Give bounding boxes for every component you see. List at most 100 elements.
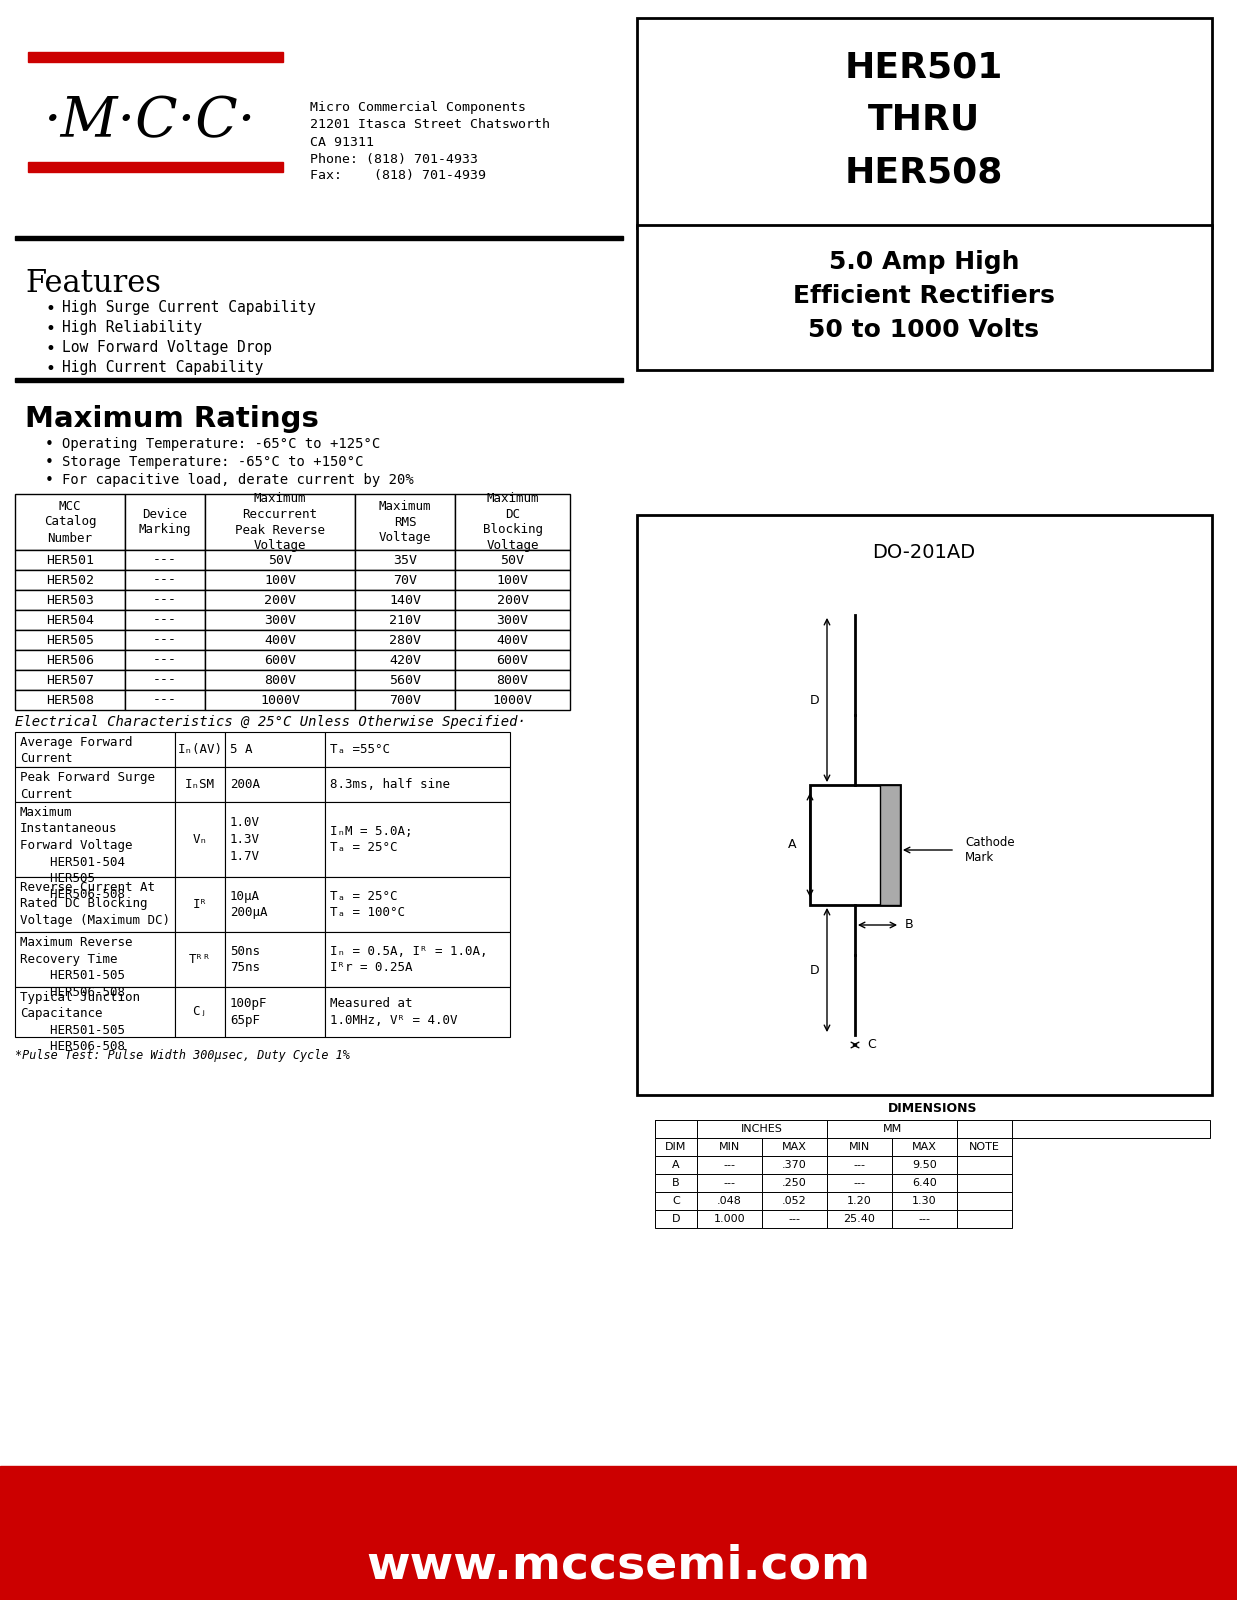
Text: High Surge Current Capability: High Surge Current Capability (62, 301, 315, 315)
Bar (355, 550, 455, 570)
Bar (957, 1192, 1012, 1210)
Text: CA 91311: CA 91311 (310, 136, 374, 149)
Bar (455, 630, 570, 650)
Bar (125, 650, 205, 670)
Text: 400V: 400V (263, 634, 296, 646)
Bar (0, 1533, 1237, 1600)
Text: For capacitive load, derate current by 20%: For capacitive load, derate current by 2… (62, 474, 413, 486)
Text: 100V: 100V (263, 573, 296, 587)
Bar (696, 1120, 828, 1138)
Text: 21201 Itasca Street Chatsworth: 21201 Itasca Street Chatsworth (310, 118, 550, 131)
Text: 35V: 35V (393, 554, 417, 566)
Text: 6.40: 6.40 (912, 1178, 936, 1187)
Text: 5 A: 5 A (230, 742, 252, 757)
Bar (174, 733, 225, 766)
Bar (125, 570, 205, 590)
Bar (892, 1174, 957, 1192)
Text: 50V: 50V (268, 554, 292, 566)
Text: High Current Capability: High Current Capability (62, 360, 263, 374)
Bar (656, 1120, 696, 1138)
Text: MIN: MIN (719, 1142, 740, 1152)
Text: •: • (45, 474, 54, 488)
Bar (15, 235, 623, 240)
Text: HER501: HER501 (46, 554, 94, 566)
Text: ---: --- (153, 653, 177, 667)
Text: D: D (672, 1214, 680, 1224)
Text: A: A (672, 1160, 680, 1170)
Bar (174, 802, 225, 877)
Bar (174, 877, 225, 931)
Bar (205, 630, 355, 650)
Text: 300V: 300V (496, 613, 528, 627)
Text: 200V: 200V (496, 594, 528, 606)
Bar (696, 1192, 762, 1210)
Text: ---: --- (788, 1214, 800, 1224)
Bar (762, 1192, 828, 1210)
Bar (637, 226, 1212, 370)
Bar (125, 494, 205, 550)
Text: Vₙ: Vₙ (193, 834, 208, 846)
Text: www.mccsemi.com: www.mccsemi.com (366, 1544, 870, 1589)
Text: Storage Temperature: -65°C to +150°C: Storage Temperature: -65°C to +150°C (62, 454, 364, 469)
Bar (15, 877, 174, 931)
Bar (15, 650, 125, 670)
Text: Iᴿ: Iᴿ (193, 898, 208, 910)
Bar (455, 590, 570, 610)
Text: HER505: HER505 (46, 634, 94, 646)
Text: Electrical Characteristics @ 25°C Unless Otherwise Specified·: Electrical Characteristics @ 25°C Unless… (15, 715, 526, 730)
Text: 70V: 70V (393, 573, 417, 587)
Bar (957, 1120, 1012, 1138)
Text: .052: .052 (782, 1197, 807, 1206)
Text: ---: --- (153, 613, 177, 627)
Bar (174, 931, 225, 987)
Text: Iₙ(AV): Iₙ(AV) (177, 742, 223, 757)
Bar (762, 1138, 828, 1155)
Text: ---: --- (153, 693, 177, 707)
Text: ·M·C·C·: ·M·C·C· (43, 94, 255, 149)
Bar (205, 570, 355, 590)
Text: MM: MM (882, 1123, 902, 1134)
Bar (0, 1466, 1237, 1534)
Bar (15, 670, 125, 690)
Text: •: • (45, 437, 54, 451)
Text: Maximum
Reccurrent
Peak Reverse
Voltage: Maximum Reccurrent Peak Reverse Voltage (235, 491, 325, 552)
Text: •: • (45, 360, 54, 378)
Bar (355, 494, 455, 550)
Bar (205, 650, 355, 670)
Bar (205, 590, 355, 610)
Bar (355, 590, 455, 610)
Bar (325, 987, 510, 1037)
Bar (15, 733, 174, 766)
Bar (957, 1138, 1012, 1155)
Bar (637, 18, 1212, 227)
Text: B: B (672, 1178, 680, 1187)
Text: 100pF
65pF: 100pF 65pF (230, 997, 267, 1027)
Bar (656, 1210, 696, 1229)
Bar (828, 1120, 957, 1138)
Text: ---: --- (854, 1178, 866, 1187)
Text: Device
Marking: Device Marking (139, 507, 192, 536)
Text: Fax:    (818) 701-4939: Fax: (818) 701-4939 (310, 170, 486, 182)
Bar (225, 987, 325, 1037)
Text: 800V: 800V (496, 674, 528, 686)
Text: HER501
THRU
HER508: HER501 THRU HER508 (845, 50, 1003, 190)
Bar (205, 690, 355, 710)
Text: .250: .250 (782, 1178, 807, 1187)
Bar (455, 494, 570, 550)
Text: Maximum Ratings: Maximum Ratings (25, 405, 319, 434)
Text: IₙM = 5.0A;
Tₐ = 25°C: IₙM = 5.0A; Tₐ = 25°C (330, 824, 412, 854)
Text: High Reliability: High Reliability (62, 320, 202, 334)
Bar (15, 494, 125, 550)
Bar (656, 1138, 696, 1155)
Bar (125, 590, 205, 610)
Bar (455, 610, 570, 630)
Text: Typical Junction
Capacitance
    HER501-505
    HER506-508: Typical Junction Capacitance HER501-505 … (20, 990, 140, 1053)
Text: 50V: 50V (501, 554, 524, 566)
Bar (15, 987, 174, 1037)
Bar (892, 1192, 957, 1210)
Bar (0, 1533, 1237, 1600)
Text: 200V: 200V (263, 594, 296, 606)
Text: MAX: MAX (912, 1142, 936, 1152)
Text: ---: --- (153, 594, 177, 606)
Text: B: B (905, 918, 914, 931)
